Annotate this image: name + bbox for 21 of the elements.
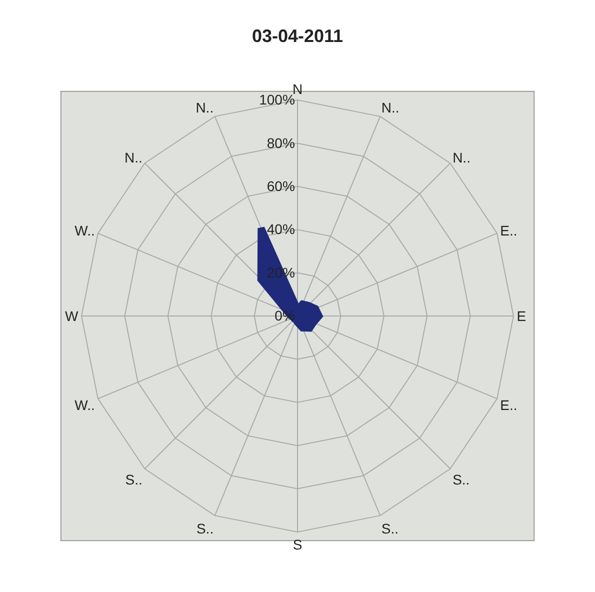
spoke-label: S..	[196, 520, 214, 536]
y-tick-label: 40%	[266, 221, 295, 238]
spoke-label: E..	[500, 222, 518, 239]
spoke-label: N	[292, 80, 303, 97]
spoke-label: E	[516, 308, 526, 324]
spoke-label: N..	[124, 149, 142, 166]
spoke-label: W..	[74, 222, 95, 239]
spoke-label: N..	[381, 100, 400, 116]
spoke-label: W..	[74, 396, 95, 413]
spoke-label: S..	[452, 471, 470, 488]
spoke-label: W	[64, 308, 79, 324]
y-tick-label: 60%	[266, 178, 295, 194]
spoke-label: S..	[125, 471, 142, 488]
spoke-label: N..	[196, 100, 214, 116]
y-tick-label: 100%	[259, 92, 295, 108]
spoke-label: S	[292, 536, 302, 552]
spoke-label: N..	[452, 149, 470, 166]
chart-title: 03-04-2011	[252, 26, 344, 46]
spoke-label: S..	[381, 520, 399, 536]
y-tick-label: 80%	[266, 134, 295, 151]
spoke-label: E..	[500, 396, 518, 413]
